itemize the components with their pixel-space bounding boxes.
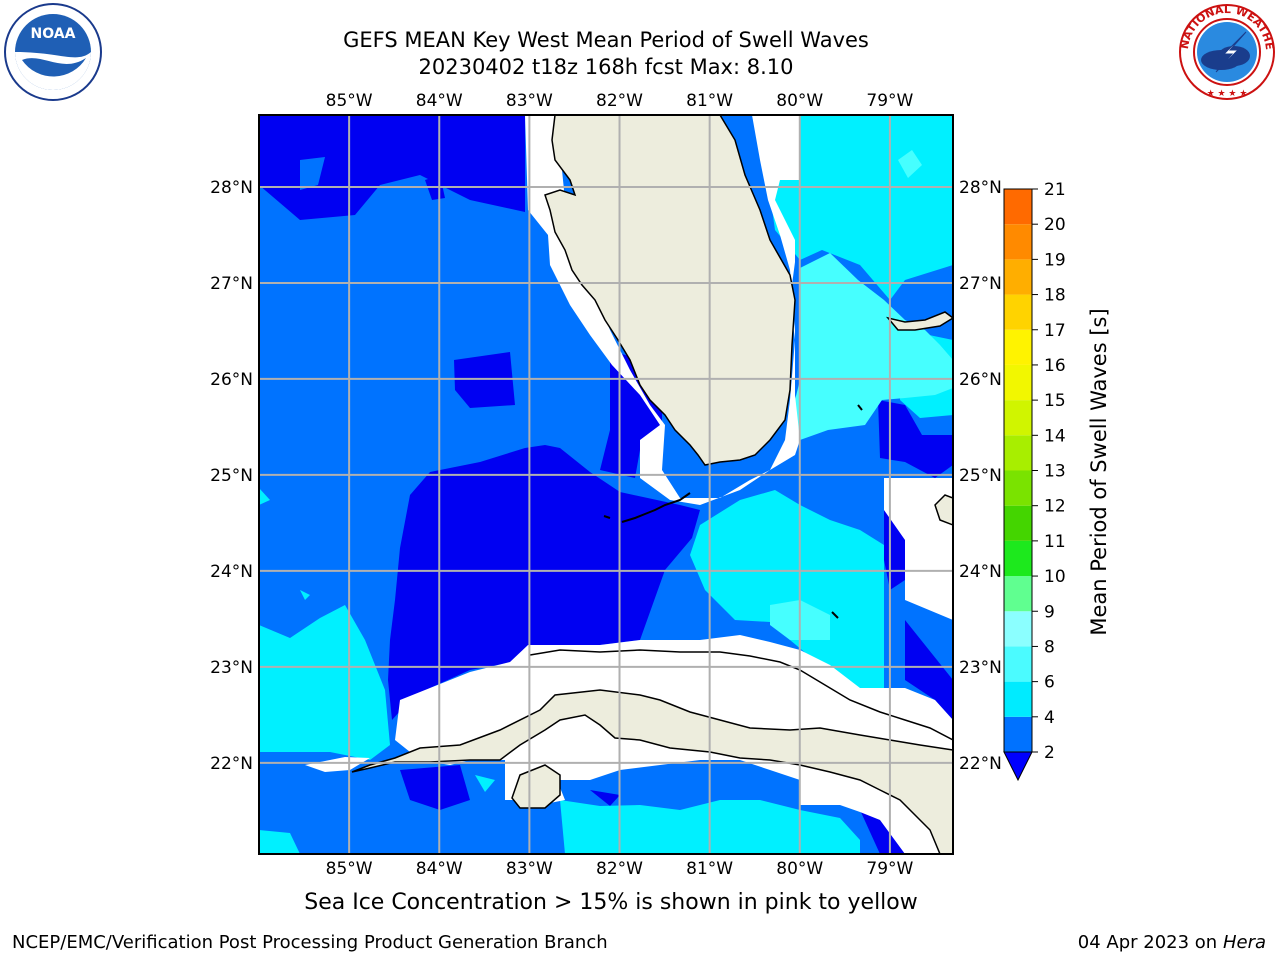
colorbar-tick-label: 12 — [1044, 497, 1066, 517]
colorbar-tick-label: 21 — [1044, 180, 1066, 200]
lon-tick-top: 82°W — [596, 91, 643, 111]
colorbar: 21 20 19 18 17 16 15 14 13 12 11 10 9 8 6 4 2 — [1003, 180, 1066, 782]
colorbar-segment — [1004, 189, 1032, 225]
lat-tick-left: 22°N — [210, 754, 253, 774]
chart-title: GEFS MEAN Key West Mean Period of Swell … — [343, 28, 869, 52]
lon-tick-bottom: 80°W — [776, 859, 823, 879]
colorbar-segment — [1004, 505, 1032, 541]
lat-tick-left: 24°N — [210, 562, 253, 582]
colorbar-tick-label: 4 — [1044, 708, 1055, 728]
svg-text:NOAA: NOAA — [31, 26, 76, 42]
lat-tick-left: 26°N — [210, 370, 253, 390]
lat-tick-right: 27°N — [959, 274, 1002, 294]
colorbar-segment — [1004, 224, 1032, 260]
lat-tick-right: 22°N — [959, 754, 1002, 774]
svg-text:★ ★ ★ ★: ★ ★ ★ ★ — [1207, 89, 1248, 99]
graticule-grid — [259, 115, 953, 854]
colorbar-underflow-arrow — [1003, 751, 1033, 782]
bahamas-andros — [934, 494, 953, 526]
lat-tick-right: 24°N — [959, 562, 1002, 582]
colorbar-segment — [1004, 400, 1032, 436]
colorbar-tick-label: 9 — [1044, 602, 1055, 622]
colorbar-tick-label: 19 — [1044, 250, 1066, 270]
date-line: 04 Apr 2023 on Hera — [1078, 932, 1266, 953]
colorbar-tick-label: 8 — [1044, 637, 1055, 657]
colorbar-tick-label: 13 — [1044, 462, 1066, 482]
bahamas-grand-bahama — [885, 311, 953, 331]
lon-tick-top: 85°W — [326, 91, 373, 111]
colorbar-tick-label: 6 — [1044, 673, 1055, 693]
lon-tick-bottom: 84°W — [416, 859, 463, 879]
lon-tick-top: 81°W — [686, 91, 733, 111]
cuba — [351, 689, 953, 854]
lat-tick-right: 25°N — [959, 466, 1002, 486]
colorbar-segment — [1004, 329, 1032, 365]
florida-peninsula — [544, 115, 796, 466]
colorbar-tick-label: 2 — [1044, 743, 1055, 763]
noaa-logo-icon: NOAA — [4, 3, 102, 101]
colorbar-segment — [1004, 294, 1032, 330]
colorbar-tick-label: 16 — [1044, 356, 1066, 376]
lon-tick-top: 80°W — [776, 91, 823, 111]
lon-tick-bottom: 81°W — [686, 859, 733, 879]
lon-tick-top: 79°W — [866, 91, 913, 111]
colorbar-segment — [1004, 364, 1032, 401]
lat-tick-right: 28°N — [959, 178, 1002, 198]
field-lt2s — [259, 115, 953, 854]
lat-tick-right: 23°N — [959, 658, 1002, 678]
colorbar-tick-label: 17 — [1044, 321, 1066, 341]
lat-tick-left: 28°N — [210, 178, 253, 198]
chart-subtitle: 20230402 t18z 168h fcst Max: 8.10 — [418, 55, 794, 79]
lon-tick-top: 84°W — [416, 91, 463, 111]
colorbar-tick-label: 15 — [1044, 391, 1066, 411]
colorbar-segment — [1004, 540, 1032, 577]
date-text: 04 Apr 2023 on — [1077, 932, 1218, 953]
swell-period-field — [259, 115, 953, 854]
lon-tick-bottom: 83°W — [506, 859, 553, 879]
lat-tick-left: 25°N — [210, 466, 253, 486]
lon-tick-top: 83°W — [506, 91, 553, 111]
lon-tick-bottom: 79°W — [866, 859, 913, 879]
lat-tick-left: 23°N — [210, 658, 253, 678]
colorbar-label: Mean Period of Swell Waves [s] — [1087, 308, 1111, 635]
land-masses — [351, 115, 953, 854]
national-weather-service-logo-icon: NATIONAL WEATHER SERVICE ★ ★ ★ ★ — [1176, 2, 1276, 100]
lon-tick-bottom: 85°W — [326, 859, 373, 879]
sea-ice-note: Sea Ice Concentration > 15% is shown in … — [304, 890, 918, 915]
lon-tick-bottom: 82°W — [596, 859, 643, 879]
colorbar-segment — [1004, 681, 1032, 717]
colorbar-tick-label: 11 — [1044, 532, 1066, 552]
colorbar-segment — [1004, 576, 1032, 612]
colorbar-tick-label: 10 — [1044, 567, 1066, 587]
florida-keys — [603, 404, 863, 619]
colorbar-segment — [1004, 470, 1032, 506]
colorbar-segment — [1004, 435, 1032, 471]
colorbar-tick-label: 14 — [1044, 426, 1066, 446]
colorbar-segment — [1004, 611, 1032, 647]
colorbar-tick-label: 18 — [1044, 286, 1066, 306]
axis-tick-labels: 85°W 85°W 84°W 84°W 83°W 83°W 82°W 82°W 81°W 81°W… — [210, 91, 1002, 879]
colorbar-tick-label: 20 — [1044, 215, 1066, 235]
colorbar-segment — [1004, 259, 1032, 295]
colorbar-segment — [1004, 716, 1032, 752]
map-frame — [258, 114, 954, 855]
isla-de-la-juventud — [511, 764, 561, 809]
colorbar-segment — [1004, 646, 1032, 682]
lat-tick-right: 26°N — [959, 370, 1002, 390]
machine-name: Hera — [1222, 932, 1266, 953]
lat-tick-left: 27°N — [210, 274, 253, 294]
credit-line: NCEP/EMC/Verification Post Processing Pr… — [12, 932, 608, 953]
